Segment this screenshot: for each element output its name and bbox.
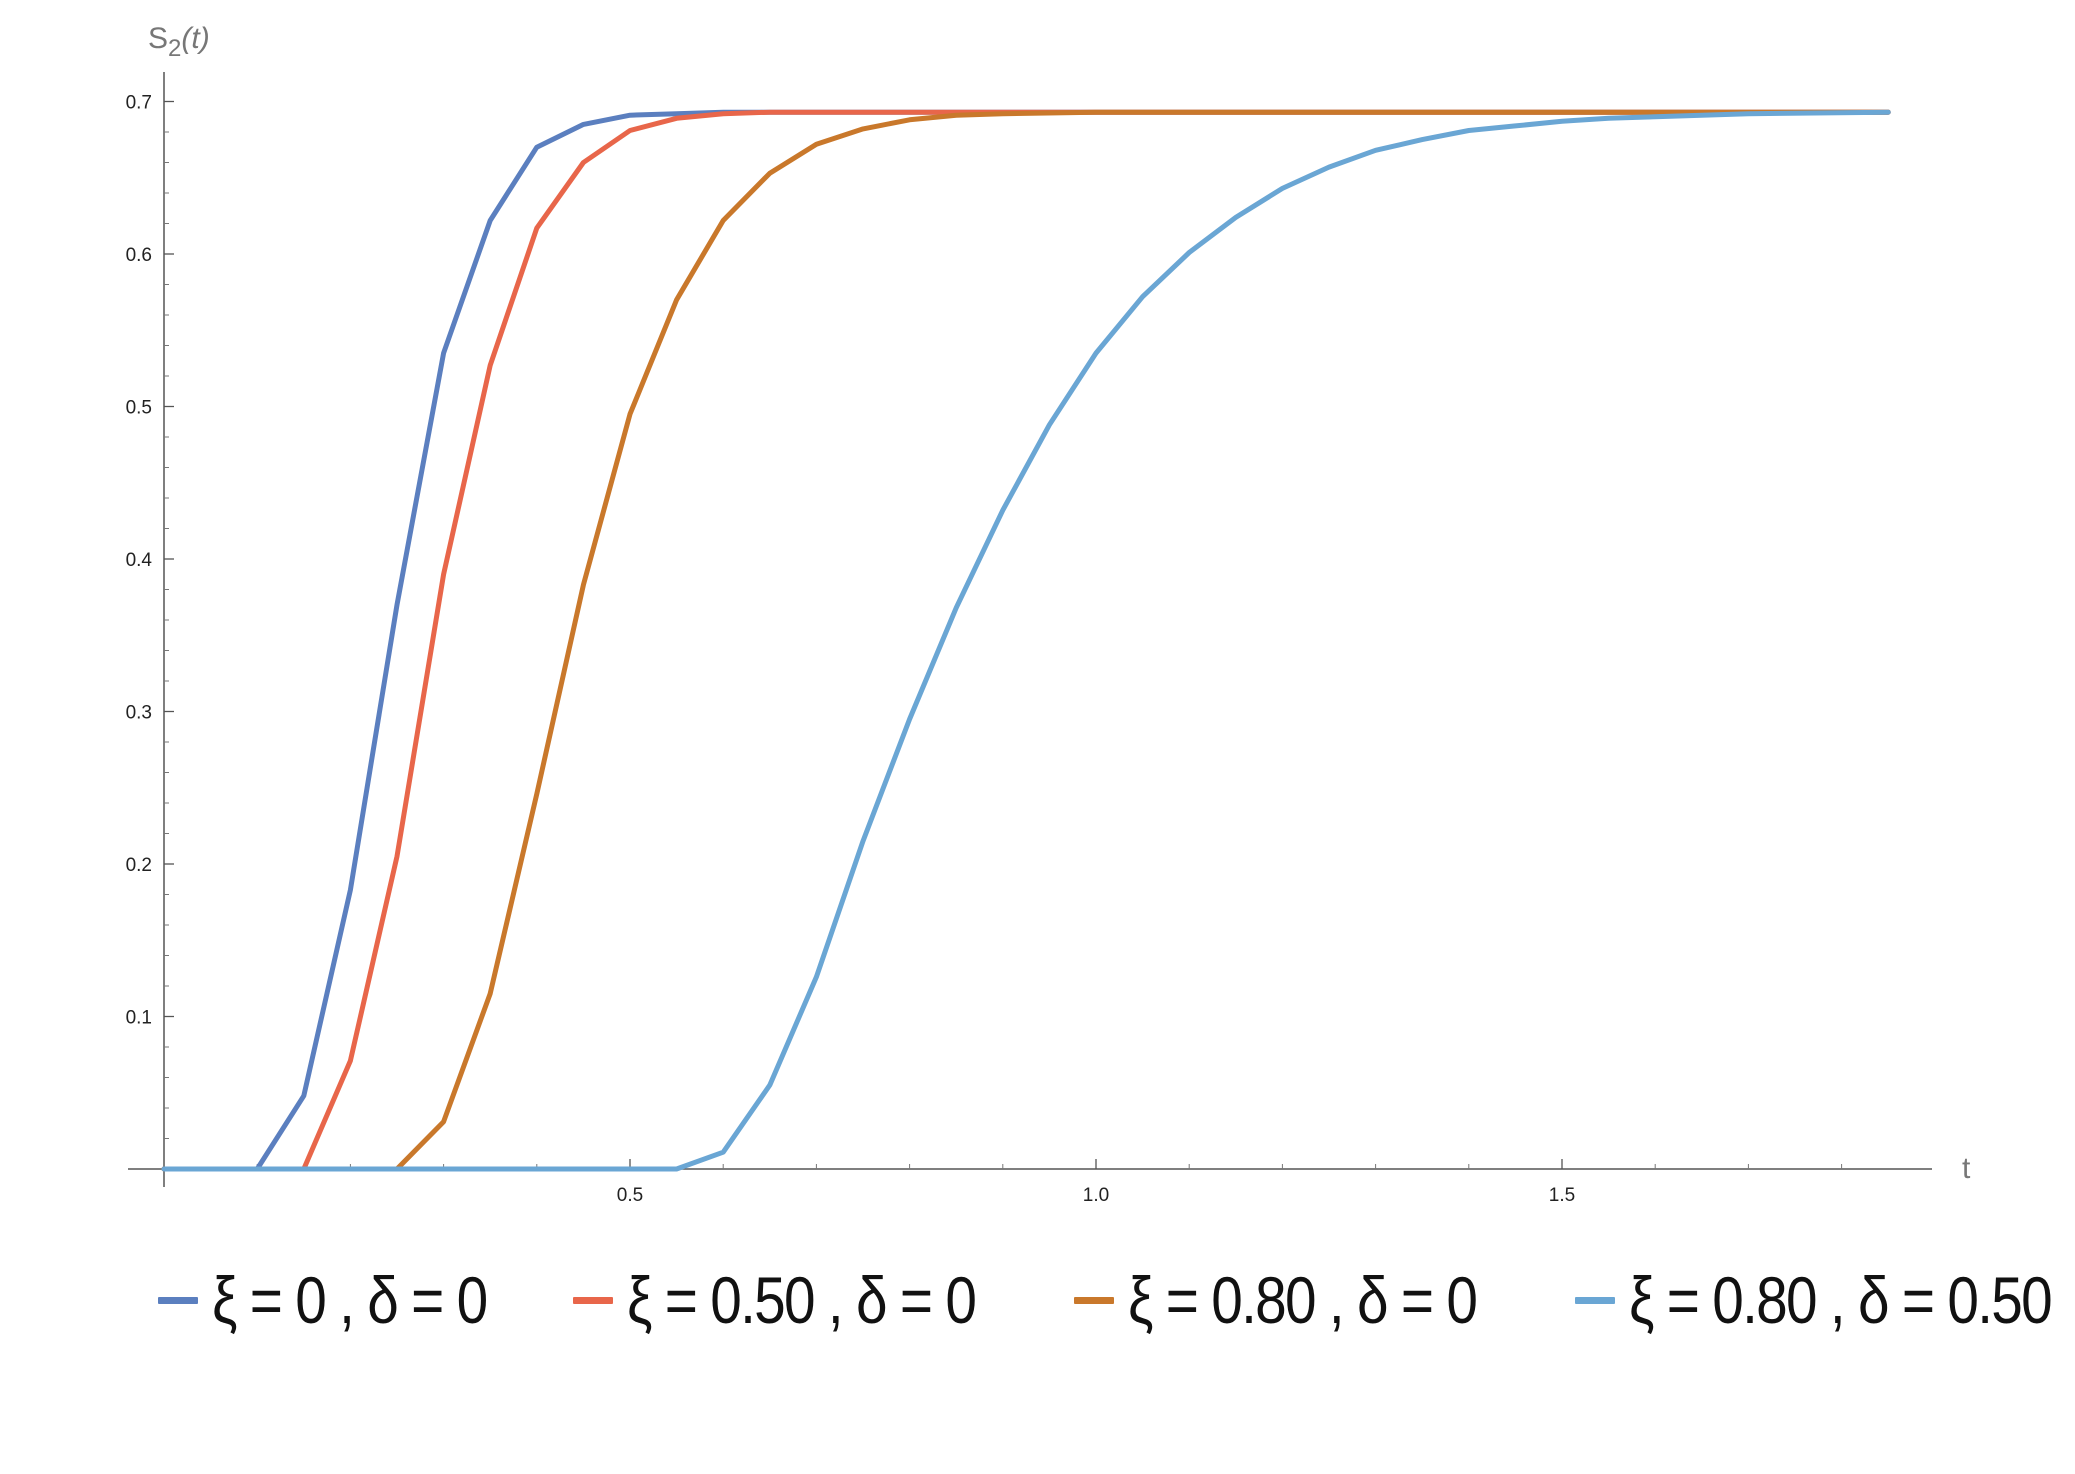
x-tick-label: 1.0 xyxy=(1083,1185,1109,1206)
y-tick-label: 0.5 xyxy=(126,398,152,419)
series-line-1 xyxy=(161,109,1891,1172)
series-line-4 xyxy=(161,109,1891,1172)
legend-swatch xyxy=(573,1296,614,1304)
y-tick-label: 0.7 xyxy=(126,93,152,114)
legend-label: ξ = 0 , δ = 0 xyxy=(212,1263,488,1337)
y-tick-label: 0.2 xyxy=(126,855,152,876)
legend-swatch xyxy=(158,1296,198,1304)
x-tick-label: 0.5 xyxy=(617,1185,643,1206)
y-tick-label: 0.3 xyxy=(126,703,152,724)
y-axis-title: S2(t) xyxy=(148,22,210,62)
legend-item: ξ = 0.80 , δ = 0.50 xyxy=(1574,1262,2075,1338)
axes xyxy=(128,72,1932,1187)
legend-label: ξ = 0.80 , δ = 0 xyxy=(1128,1263,1478,1337)
series-line-3 xyxy=(161,109,1891,1172)
y-tick-label: 0.6 xyxy=(126,245,152,266)
legend-label: ξ = 0.50 , δ = 0 xyxy=(627,1263,977,1337)
x-axis-title: t xyxy=(1962,1152,1971,1185)
legend-item: ξ = 0.80 , δ = 0 xyxy=(1074,1262,1533,1338)
y-tick-label: 0.4 xyxy=(126,550,153,571)
legend-label: ξ = 0.80 , δ = 0.50 xyxy=(1628,1263,2053,1337)
legend-item: ξ = 0 , δ = 0 xyxy=(158,1262,531,1338)
legend-swatch xyxy=(1574,1296,1615,1304)
axis-labels: 0.1 0.2 0.3 0.4 0.5 0.6 0.7 0.5 1.0 1.5 S2(t) t xyxy=(126,22,1971,1206)
legend-item: ξ = 0.50 , δ = 0 xyxy=(573,1262,1032,1338)
legend: ξ = 0 , δ = 0 ξ = 0.50 , δ = 0 ξ = 0.80 , … xyxy=(158,1250,2053,1350)
x-tick-label: 1.5 xyxy=(1549,1185,1575,1206)
legend-swatch xyxy=(1074,1296,1115,1304)
series-line-2 xyxy=(161,109,1891,1172)
y-tick-label: 0.1 xyxy=(126,1008,152,1029)
series-lines xyxy=(161,109,1891,1172)
